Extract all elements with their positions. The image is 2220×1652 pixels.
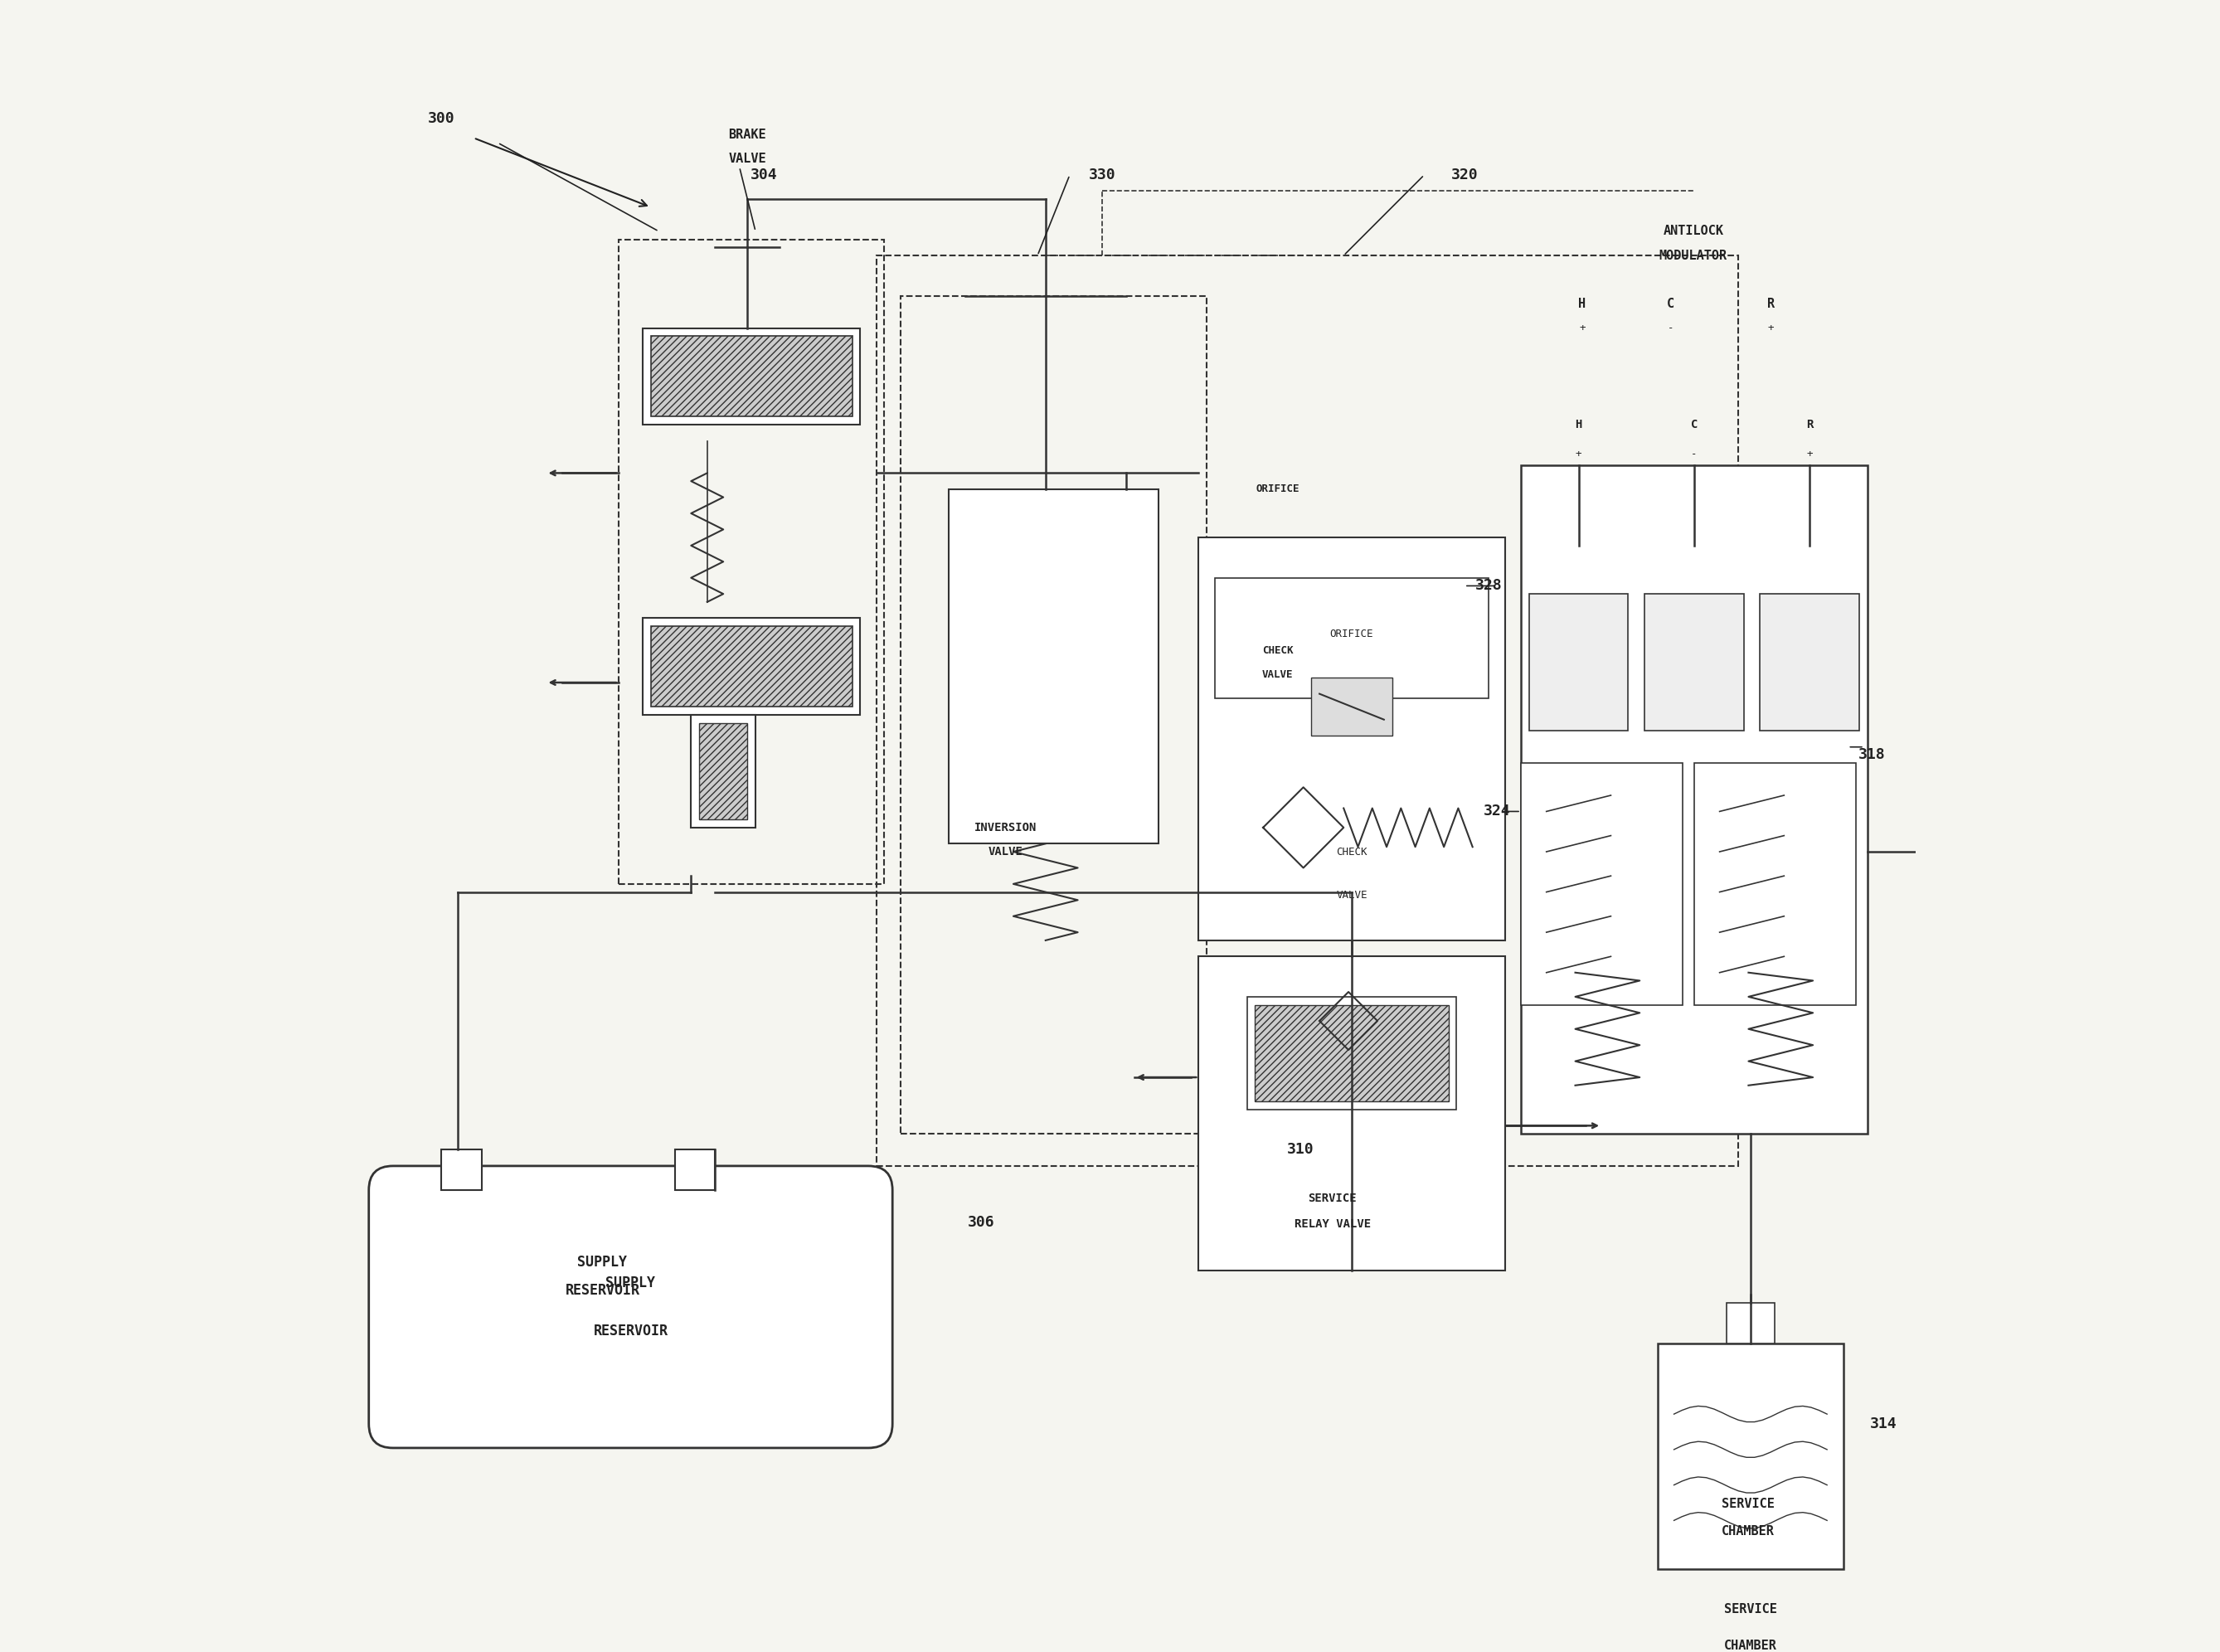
Bar (901, 296, 1208, 1133)
Text: 300: 300 (428, 111, 455, 126)
Text: +: + (1767, 322, 1774, 334)
Bar (699, 724, 748, 819)
Bar (675, 1150, 715, 1189)
Text: CHAMBER: CHAMBER (1721, 1525, 1774, 1538)
Bar (1521, 763, 1683, 1004)
Text: 304: 304 (750, 167, 777, 182)
Text: +: + (1807, 448, 1814, 459)
Text: 320: 320 (1452, 167, 1479, 182)
Text: VALVE: VALVE (1261, 669, 1292, 681)
Bar (442, 1150, 482, 1189)
Bar (644, 329, 859, 425)
Text: 310: 310 (1288, 1143, 1314, 1158)
Text: CHAMBER: CHAMBER (1725, 1640, 1776, 1652)
Text: ORIFICE: ORIFICE (1330, 629, 1374, 639)
Bar (1645, 595, 1743, 730)
Text: RESERVOIR: RESERVOIR (593, 1323, 668, 1338)
Text: +: + (1576, 448, 1581, 459)
Text: SERVICE: SERVICE (1721, 1498, 1774, 1510)
Bar (1760, 595, 1860, 730)
Text: SUPPLY: SUPPLY (606, 1275, 655, 1290)
Bar (1530, 595, 1627, 730)
Text: -: - (1692, 448, 1698, 459)
Text: INVERSION: INVERSION (975, 821, 1037, 833)
Text: H: H (1576, 420, 1583, 431)
Text: ORIFICE: ORIFICE (1257, 484, 1299, 494)
Text: 330: 330 (1088, 167, 1114, 182)
Text: VALVE: VALVE (988, 846, 1023, 857)
Text: 318: 318 (1858, 748, 1885, 763)
Bar (1694, 763, 1856, 1004)
Text: VALVE: VALVE (728, 152, 766, 165)
Text: C: C (1692, 420, 1698, 431)
Bar (1199, 957, 1505, 1270)
Text: +: + (1578, 322, 1585, 334)
Bar (1199, 537, 1505, 940)
Text: SERVICE: SERVICE (1725, 1602, 1776, 1616)
Bar (644, 618, 859, 715)
Bar (1312, 677, 1392, 735)
Text: BRAKE: BRAKE (728, 129, 766, 140)
Bar (1521, 464, 1867, 1133)
Text: 328: 328 (1474, 578, 1503, 593)
Bar (948, 489, 1159, 844)
Bar (1658, 1343, 1843, 1569)
Bar (650, 626, 852, 707)
Text: R: R (1807, 420, 1814, 431)
Bar (1254, 1004, 1447, 1102)
Bar (1214, 578, 1490, 699)
Bar (1727, 1303, 1774, 1343)
Text: C: C (1667, 297, 1674, 311)
Text: VALVE: VALVE (1336, 890, 1368, 900)
Text: RELAY VALVE: RELAY VALVE (1294, 1218, 1370, 1229)
Text: RESERVOIR: RESERVOIR (566, 1282, 639, 1297)
Text: -: - (1667, 322, 1674, 334)
Text: SERVICE: SERVICE (1308, 1193, 1356, 1204)
Text: MODULATOR: MODULATOR (1658, 249, 1727, 261)
Bar (619, 240, 884, 884)
Bar (650, 335, 852, 416)
Text: R: R (1767, 297, 1774, 311)
Text: CHECK: CHECK (1261, 644, 1292, 656)
FancyBboxPatch shape (369, 1166, 892, 1447)
Text: SUPPLY: SUPPLY (577, 1256, 628, 1270)
Bar (690, 715, 755, 828)
Text: 324: 324 (1483, 805, 1510, 819)
Text: 314: 314 (1869, 1416, 1896, 1431)
Text: ANTILOCK: ANTILOCK (1663, 225, 1723, 238)
Text: H: H (1578, 297, 1585, 311)
Bar (877, 256, 1738, 1166)
Text: CHECK: CHECK (1336, 846, 1368, 857)
Bar (1248, 996, 1456, 1110)
Text: 306: 306 (968, 1214, 995, 1229)
